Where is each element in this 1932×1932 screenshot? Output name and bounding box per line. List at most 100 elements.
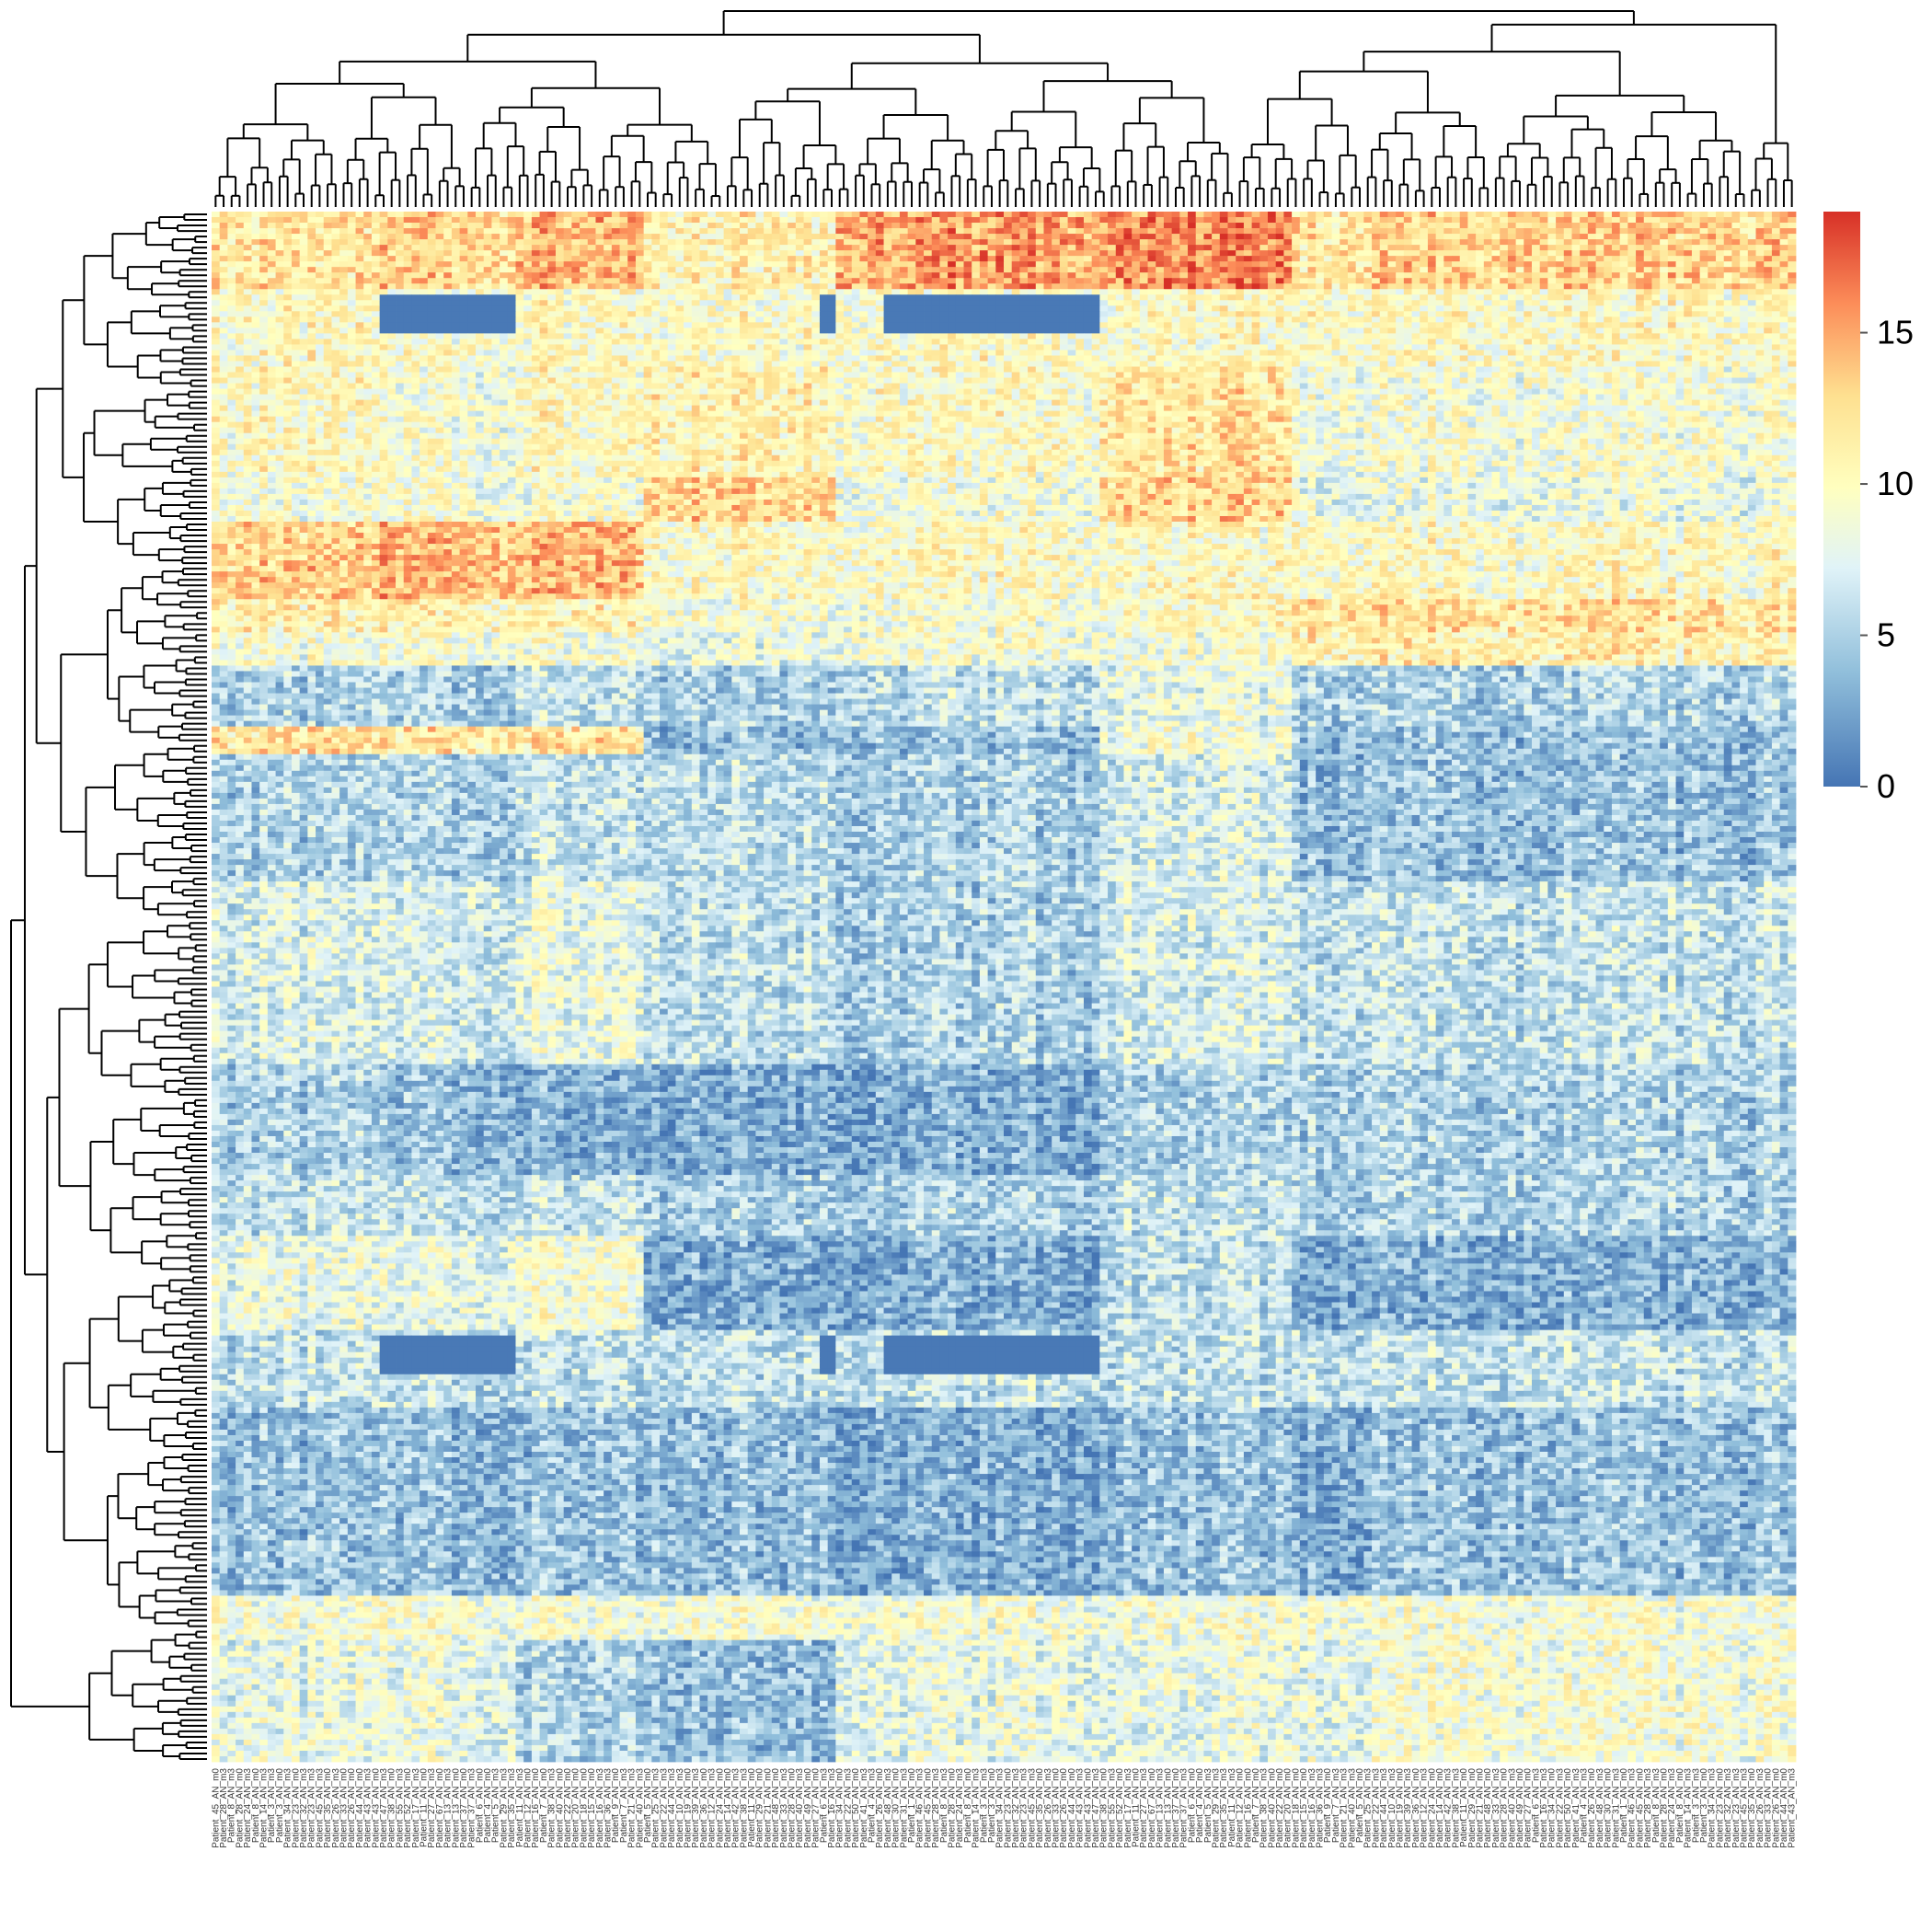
heatmap-cell — [1340, 267, 1348, 272]
heatmap-cell — [932, 212, 940, 217]
heatmap-cell — [924, 212, 932, 217]
heatmap-cell — [1428, 217, 1436, 223]
heatmap-cell — [283, 228, 292, 234]
heatmap-cell — [868, 245, 876, 250]
heatmap-cell — [1268, 239, 1276, 245]
heatmap-cell — [1780, 256, 1788, 261]
heatmap-cell — [980, 228, 988, 234]
heatmap-cell — [1780, 245, 1788, 250]
heatmap-cell — [220, 245, 228, 250]
heatmap-cell — [1484, 212, 1492, 217]
heatmap-cell — [436, 223, 444, 228]
heatmap-cell — [972, 234, 980, 239]
heatmap-cell — [1460, 223, 1468, 228]
heatmap-cell — [1716, 261, 1724, 267]
heatmap-cell — [707, 228, 716, 234]
heatmap-cell — [532, 223, 540, 228]
heatmap-cell — [915, 234, 924, 239]
heatmap-cell — [1684, 212, 1692, 217]
heatmap-cell — [428, 245, 436, 250]
heatmap-cell — [1019, 217, 1028, 223]
heatmap-cell — [588, 250, 596, 256]
heatmap-cell — [1684, 228, 1692, 234]
heatmap-cell — [1196, 217, 1204, 223]
heatmap-cell — [811, 261, 820, 267]
heatmap-cell — [1276, 261, 1284, 267]
heatmap-cell — [212, 228, 220, 234]
heatmap-cell — [212, 223, 220, 228]
heatmap-cell — [324, 272, 332, 278]
heatmap-cell — [307, 267, 316, 272]
heatmap-cell — [1300, 261, 1308, 267]
heatmap-cell — [828, 234, 836, 239]
heatmap-cell — [523, 267, 532, 272]
heatmap-cell — [716, 239, 724, 245]
heatmap-cell — [476, 245, 484, 250]
heatmap-cell — [1580, 239, 1588, 245]
heatmap-cell — [348, 217, 356, 223]
heatmap-cell — [627, 256, 636, 261]
heatmap-cell — [835, 261, 844, 267]
heatmap-cell — [251, 212, 259, 217]
heatmap-cell — [852, 223, 860, 228]
heatmap-cell — [868, 272, 876, 278]
heatmap-cell — [692, 223, 700, 228]
heatmap-cell — [1460, 212, 1468, 217]
heatmap-cell — [1460, 267, 1468, 272]
heatmap-cell — [772, 245, 780, 250]
heatmap-cell — [547, 272, 556, 278]
heatmap-cell — [1092, 234, 1100, 239]
heatmap-cell — [1764, 261, 1772, 267]
heatmap-cell — [556, 272, 564, 278]
heatmap-cell — [876, 217, 884, 223]
heatmap-cell — [1283, 228, 1292, 234]
heatmap-cell — [420, 234, 428, 239]
heatmap-cell — [1516, 228, 1524, 234]
heatmap-cell — [755, 234, 764, 239]
heatmap-cell — [251, 250, 259, 256]
heatmap-cell — [588, 228, 596, 234]
heatmap-cell — [1244, 267, 1252, 272]
heatmap-cell — [675, 228, 684, 234]
heatmap-cell — [748, 267, 756, 272]
heatmap-cell — [443, 212, 452, 217]
heatmap-cell — [1596, 239, 1604, 245]
heatmap-cell — [788, 245, 796, 250]
heatmap-cell — [339, 256, 348, 261]
heatmap-cell — [1268, 217, 1276, 223]
heatmap-cell — [1604, 256, 1612, 261]
heatmap-cell — [1019, 272, 1028, 278]
heatmap-cell — [564, 272, 572, 278]
heatmap-cell — [788, 234, 796, 239]
heatmap-cell — [1156, 267, 1164, 272]
heatmap-cell — [259, 228, 268, 234]
heatmap-cell — [1196, 250, 1204, 256]
heatmap-cell — [988, 272, 996, 278]
heatmap-cell — [675, 272, 684, 278]
heatmap-cell — [620, 223, 628, 228]
heatmap-cell — [339, 234, 348, 239]
heatmap-cell — [1716, 228, 1724, 234]
heatmap-cell — [1716, 234, 1724, 239]
heatmap-cell — [884, 212, 892, 217]
heatmap-cell — [627, 223, 636, 228]
heatmap-cell — [1004, 256, 1012, 261]
heatmap-cell — [1508, 256, 1516, 261]
heatmap-cell — [283, 217, 292, 223]
heatmap-cell — [1012, 272, 1020, 278]
heatmap-cell — [532, 250, 540, 256]
heatmap-cell — [1092, 250, 1100, 256]
heatmap-cell — [484, 234, 492, 239]
heatmap-cell — [1172, 245, 1180, 250]
heatmap-cell — [1708, 223, 1716, 228]
heatmap-cell — [891, 228, 900, 234]
heatmap-cell — [1356, 234, 1364, 239]
heatmap-cell — [900, 261, 908, 267]
heatmap-cell — [523, 272, 532, 278]
heatmap-cell — [1620, 217, 1628, 223]
heatmap-cell — [1140, 217, 1148, 223]
heatmap-cell — [884, 250, 892, 256]
heatmap-cell — [484, 245, 492, 250]
heatmap-cell — [1068, 250, 1076, 256]
heatmap-cell — [1636, 234, 1644, 239]
